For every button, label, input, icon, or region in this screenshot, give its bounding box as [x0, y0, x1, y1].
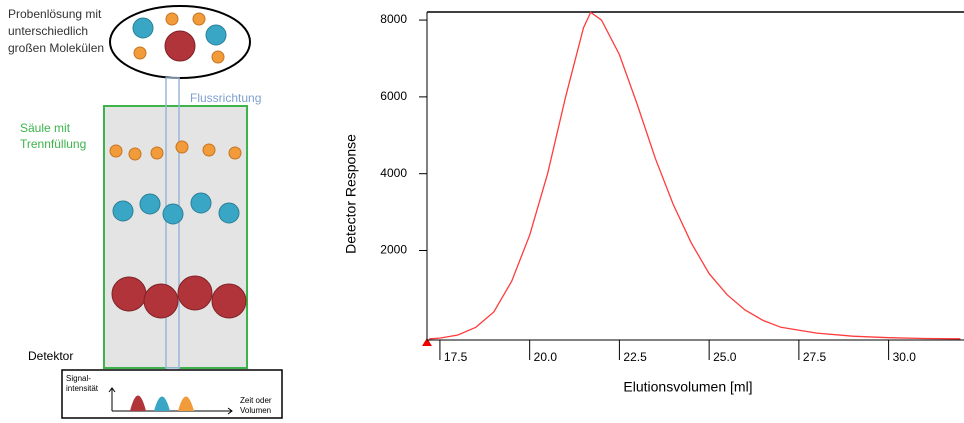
inset-y-label: Signal- [66, 374, 91, 383]
sample-label: Probenlösung mit [8, 7, 102, 21]
molecule [133, 46, 147, 60]
y-tick-label: 6000 [380, 89, 407, 103]
molecule [192, 12, 206, 26]
x-axis-title: Elutionsvolumen [ml] [623, 379, 752, 395]
column-label: Säule mit [20, 121, 71, 135]
x-tick-label: 20.0 [534, 350, 558, 364]
small-molecules [109, 140, 242, 161]
sample-label: unterschiedlich [8, 24, 88, 38]
chart: Elutionsvolumen [ml] Detector Response 2… [343, 11, 964, 395]
sample-label: großen Molekülen [8, 41, 104, 55]
y-tick-label: 4000 [380, 166, 407, 180]
line-series [429, 11, 961, 340]
start-marker [422, 338, 432, 346]
inset-peak [154, 396, 170, 411]
flow-label: Flussrichtung [190, 91, 261, 105]
molecule [165, 12, 179, 26]
inset-x-label: Volumen [240, 406, 271, 415]
inset-peak [130, 395, 146, 411]
x-tick-label: 17.5 [444, 350, 468, 364]
detector-inset [61, 369, 283, 419]
x-tick-label: 25.0 [713, 350, 737, 364]
inset-peak [178, 396, 194, 411]
y-tick-label: 8000 [380, 12, 407, 26]
inset-axes [108, 387, 233, 415]
molecule [132, 17, 154, 39]
x-tick-label: 27.5 [803, 350, 827, 364]
inset-x-label: Zeit oder [240, 396, 272, 405]
x-tick-label: 22.5 [623, 350, 647, 364]
molecule [211, 50, 225, 64]
detector-label: Detektor [28, 349, 73, 363]
large-molecules [111, 275, 247, 319]
x-tick-label: 30.0 [893, 350, 917, 364]
molecule [205, 24, 227, 46]
y-tick-label: 2000 [380, 243, 407, 257]
diagram: Probenlösung mit unterschiedlich großen … [8, 5, 283, 419]
molecule [164, 30, 196, 62]
column-label: Trennfüllung [20, 137, 86, 151]
y-axis-title: Detector Response [343, 134, 359, 254]
inset-y-label: intensität [66, 384, 99, 393]
medium-molecules [112, 192, 240, 225]
column [103, 105, 248, 369]
